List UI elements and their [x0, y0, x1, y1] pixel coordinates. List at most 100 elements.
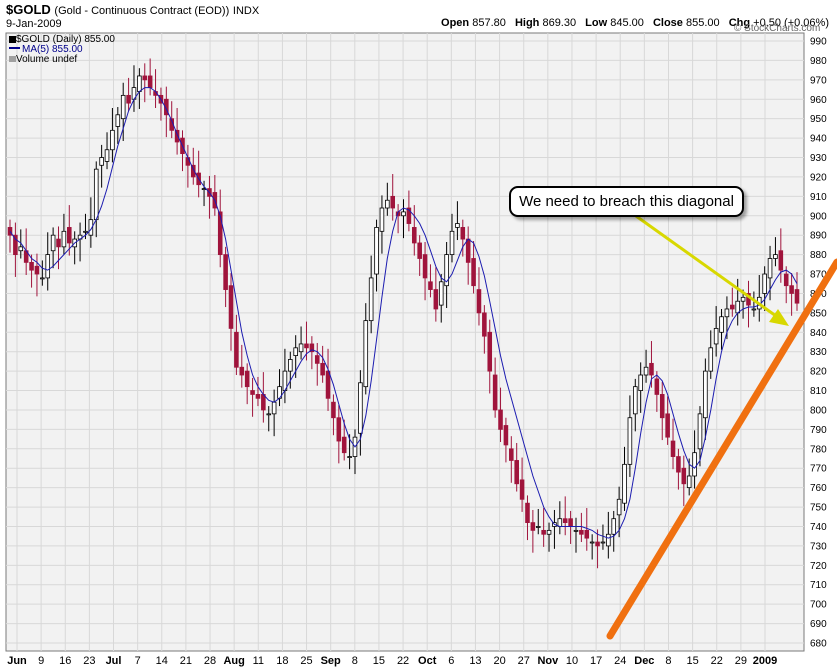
candle-body: [255, 394, 261, 399]
low-label: Low: [585, 17, 608, 29]
candle-body: [45, 254, 51, 279]
x-tick-label: 24: [614, 655, 626, 667]
x-tick-label: Jun: [7, 655, 27, 667]
candle-body: [422, 254, 428, 279]
candle-body: [465, 238, 471, 263]
x-tick-label: 2009: [753, 655, 777, 667]
y-tick-label: 710: [810, 580, 827, 591]
x-tick-label: Dec: [634, 655, 654, 667]
y-tick-label: 780: [810, 444, 827, 455]
legend-price: $GOLD (Daily) 855.00: [16, 34, 115, 45]
candle-body: [444, 254, 449, 287]
candle-body: [190, 164, 196, 178]
y-tick-label: 690: [810, 619, 827, 630]
x-tick-label: 10: [566, 655, 578, 667]
candle-body: [514, 460, 519, 485]
y-tick-label: 790: [810, 425, 827, 436]
y-tick-label: 990: [810, 37, 827, 48]
candle-body: [164, 98, 169, 116]
candle-body: [471, 258, 476, 287]
chg-label: Chg: [728, 17, 751, 29]
high-label: High: [514, 17, 540, 29]
candle-body: [61, 230, 67, 248]
candle-body: [83, 230, 88, 233]
candle-body: [93, 168, 99, 221]
candle-body: [126, 94, 131, 104]
candle-body: [288, 359, 293, 372]
candle-body: [271, 401, 277, 415]
candle-body: [595, 541, 600, 547]
x-tick-label: 20: [493, 655, 505, 667]
candle-body: [783, 273, 789, 287]
x-tick-label: 8: [352, 655, 358, 667]
candle-body: [88, 219, 94, 236]
candle-body: [584, 529, 590, 539]
candle-body: [433, 289, 439, 310]
candle-body: [363, 320, 369, 388]
plot-background: [5, 32, 805, 652]
candle-body: [455, 223, 460, 228]
x-tick-label: 7: [135, 655, 141, 667]
candle-body: [713, 328, 719, 345]
x-tick-label: 11: [253, 655, 264, 667]
candle-body: [368, 277, 374, 322]
candle-body: [638, 374, 643, 391]
candle-body: [697, 413, 703, 450]
y-tick-label: 930: [810, 153, 827, 164]
candle-body: [223, 254, 228, 290]
candle-body: [266, 413, 272, 416]
candle-body: [147, 75, 153, 89]
candle-body: [50, 234, 56, 252]
close-label: Close: [652, 17, 683, 29]
x-tick-label: Sep: [321, 655, 341, 667]
candle-body: [686, 475, 692, 489]
candle-body: [325, 370, 331, 399]
y-tick-label: 900: [810, 211, 827, 222]
x-tick-label: 16: [59, 655, 71, 667]
x-tick-label: Nov: [537, 655, 559, 667]
candle-body: [438, 281, 444, 306]
candle-body: [719, 316, 724, 333]
candle-body: [606, 533, 611, 547]
candle-body: [390, 195, 396, 209]
candle-body: [492, 374, 498, 411]
candle-body: [535, 526, 541, 528]
candle-body: [627, 417, 633, 465]
y-tick-label: 810: [810, 386, 827, 397]
candle-body: [740, 296, 746, 302]
y-tick-label: 910: [810, 192, 827, 203]
candle-body: [358, 382, 363, 434]
candle-body: [482, 312, 487, 337]
candle-body: [616, 498, 622, 516]
candle-body: [665, 413, 670, 438]
y-tick-label: 880: [810, 250, 827, 261]
candle-body: [29, 261, 34, 271]
close-value: 855.00: [685, 17, 720, 29]
y-tick-label: 960: [810, 95, 827, 106]
x-tick-label: 15: [686, 655, 698, 667]
candle-body: [730, 304, 735, 310]
x-tick-label: 23: [83, 655, 95, 667]
candle-body: [751, 308, 757, 311]
y-tick-label: 950: [810, 114, 827, 125]
candle-body: [67, 227, 72, 244]
x-tick-label: Jul: [106, 655, 122, 667]
y-tick-label: 920: [810, 172, 827, 183]
candle-body: [115, 114, 121, 127]
candle-body: [530, 522, 536, 531]
candle-body: [336, 417, 342, 442]
x-tick-label: Oct: [418, 655, 437, 667]
candle-body: [519, 479, 525, 500]
x-tick-label: 28: [204, 655, 216, 667]
y-tick-label: 760: [810, 483, 827, 494]
quote-date: 9-Jan-2009: [6, 18, 62, 30]
y-axis: 680 690 700 710 720 730 740 750 760 770 780 790 800 8…: [810, 37, 827, 650]
low-value: 845.00: [610, 17, 644, 29]
y-tick-label: 890: [810, 231, 827, 242]
candle-body: [659, 394, 665, 419]
y-tick-label: 980: [810, 56, 827, 67]
x-tick-label: 18: [276, 655, 288, 667]
candle-body: [794, 289, 800, 304]
candle-body: [417, 242, 422, 259]
y-tick-label: 750: [810, 503, 827, 514]
